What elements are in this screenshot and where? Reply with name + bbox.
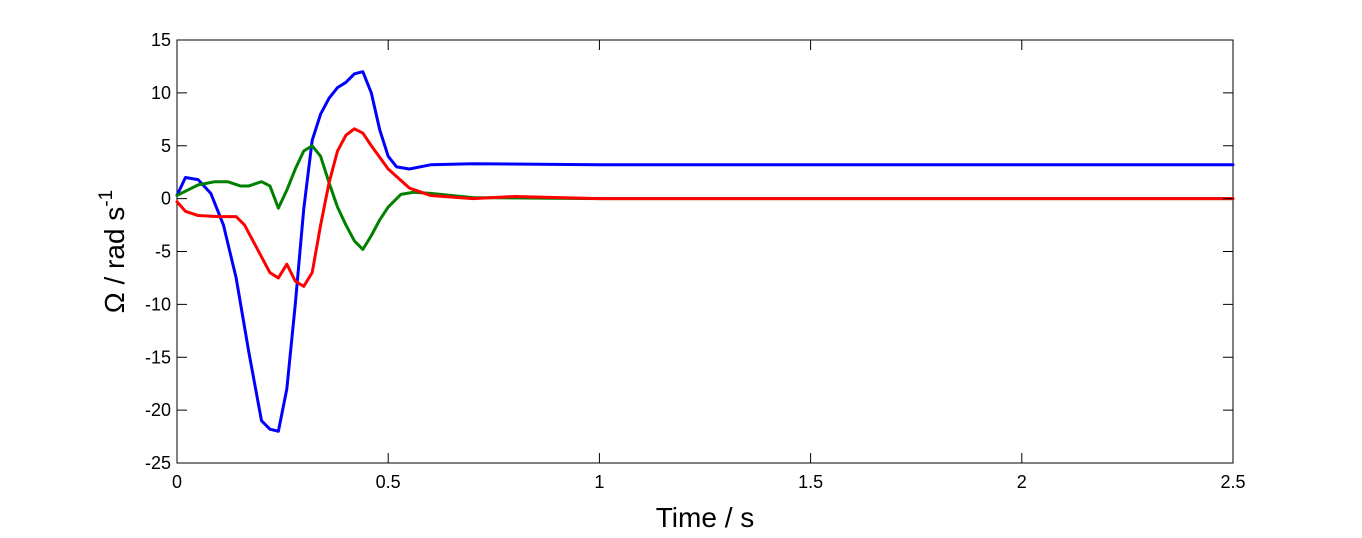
plot-frame (176, 39, 1234, 464)
plot-area: 0 0.5 1 1.5 2 2.5 -25 -20 -15 -10 -5 0 5 10 15 (145, 30, 1246, 492)
x-axis-title: Time / s (656, 502, 755, 533)
series-layer (175, 70, 1235, 433)
series-line-1 (175, 70, 1235, 433)
x-tick-label: 2.5 (1220, 472, 1245, 492)
y-axis-title: Ω / rad s-1 (96, 190, 130, 313)
series-line-2 (175, 144, 1235, 251)
y-tick-label: -20 (145, 400, 171, 420)
y-tick-label: 0 (161, 189, 171, 209)
x-tick-label: 0 (172, 472, 182, 492)
y-axis-title-superscript: -1 (96, 190, 117, 207)
y-tick-label: 10 (151, 83, 171, 103)
y-tick-label: -15 (145, 347, 171, 367)
y-tick-label: 15 (151, 30, 171, 50)
x-tick-label: 2 (1017, 472, 1027, 492)
x-tick-label: 0.5 (376, 472, 401, 492)
y-tick-label: 5 (161, 136, 171, 156)
ticks-layer: 0 0.5 1 1.5 2 2.5 -25 -20 -15 -10 -5 0 5 10 15 (145, 30, 1246, 492)
series-line-3 (175, 127, 1235, 288)
y-tick-label: -5 (155, 242, 171, 262)
x-tick-label: 1.5 (798, 472, 823, 492)
y-axis-title-main: Ω / rad s (99, 207, 130, 314)
y-tick-label: -10 (145, 294, 171, 314)
y-tick-label: -25 (145, 453, 171, 473)
x-tick-label: 1 (594, 472, 604, 492)
